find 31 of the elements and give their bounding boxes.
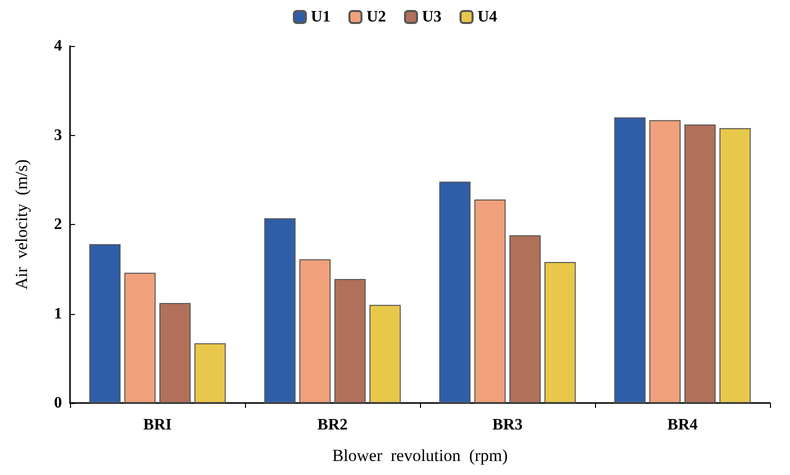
bar bbox=[369, 304, 401, 403]
y-tick-label: 3 bbox=[54, 126, 62, 144]
bar bbox=[124, 272, 156, 403]
y-tick-label: 1 bbox=[54, 305, 62, 322]
bar bbox=[509, 235, 541, 403]
legend-label: U3 bbox=[422, 8, 442, 26]
x-axis-title: Blower revolution (rpm) bbox=[332, 446, 508, 465]
bar bbox=[334, 278, 366, 403]
x-tick-label: BR4 bbox=[667, 416, 698, 434]
x-tick-label: BR3 bbox=[492, 416, 523, 434]
bar bbox=[719, 128, 751, 403]
bar bbox=[299, 259, 331, 403]
y-tick-label: 4 bbox=[54, 38, 62, 54]
bar bbox=[89, 244, 121, 403]
y-tick-label: 2 bbox=[54, 216, 62, 233]
x-tick-label: BR2 bbox=[317, 416, 348, 434]
legend-label: U1 bbox=[310, 8, 330, 26]
bar bbox=[474, 200, 506, 403]
bar bbox=[439, 182, 471, 403]
bar bbox=[649, 120, 681, 403]
bar bbox=[684, 124, 716, 403]
legend-label: U4 bbox=[478, 8, 498, 26]
x-tick-label: BRI bbox=[143, 416, 172, 434]
bar bbox=[194, 343, 226, 403]
bar bbox=[264, 218, 296, 403]
y-axis-title: Air velocity (m/s) bbox=[12, 159, 31, 290]
legend-label: U2 bbox=[366, 8, 386, 26]
y-tick-label: 0 bbox=[54, 394, 62, 412]
bar bbox=[544, 262, 576, 403]
bar bbox=[614, 117, 646, 403]
bar bbox=[159, 303, 191, 403]
